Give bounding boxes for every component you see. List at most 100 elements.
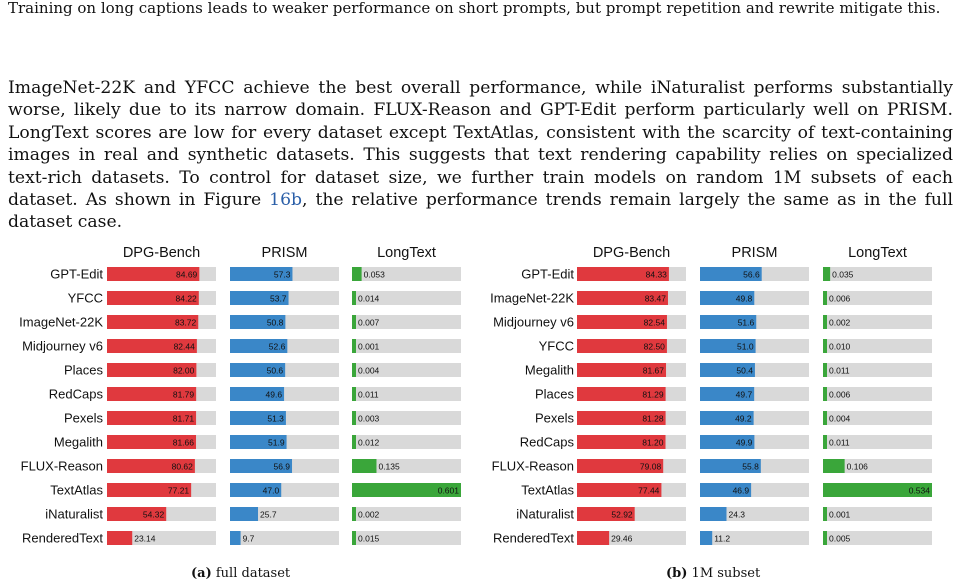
value-label: 0.106 [847, 462, 869, 472]
bar-track [352, 435, 461, 449]
category-label: GPT-Edit [50, 267, 103, 282]
value-label: 0.012 [358, 438, 380, 448]
bar-track [823, 363, 932, 377]
value-label: 80.62 [172, 462, 194, 472]
bar-track [352, 411, 461, 425]
bar [352, 435, 356, 449]
value-label: 0.007 [358, 318, 380, 328]
value-label: 77.21 [168, 486, 190, 496]
category-label: TextAtlas [50, 483, 103, 498]
category-label: FLUX-Reason [21, 459, 103, 474]
column-header: LongText [848, 245, 907, 261]
category-label: RenderedText [22, 531, 103, 546]
bar [230, 483, 282, 497]
bar [352, 387, 356, 401]
value-label: 57.3 [274, 270, 291, 280]
value-label: 0.004 [358, 366, 380, 376]
bar-track [823, 267, 932, 281]
value-label: 23.14 [134, 534, 156, 544]
value-label: 50.6 [267, 366, 284, 376]
bar [700, 291, 755, 305]
bar [352, 267, 362, 281]
bar [700, 315, 757, 329]
bar [700, 459, 761, 473]
value-label: 84.22 [176, 294, 198, 304]
value-label: 49.6 [266, 390, 283, 400]
bar [700, 363, 755, 377]
bar-track [230, 531, 339, 545]
value-label: 0.011 [358, 390, 379, 400]
value-label: 29.46 [611, 534, 633, 544]
bar [107, 531, 133, 545]
category-label: YFCC [539, 339, 574, 354]
category-label: RedCaps [520, 435, 575, 450]
value-label: 81.20 [642, 438, 664, 448]
category-label: Places [535, 387, 575, 402]
value-label: 0.010 [829, 342, 851, 352]
value-label: 49.8 [736, 294, 753, 304]
bar-track [823, 507, 932, 521]
value-label: 81.29 [642, 390, 664, 400]
value-label: 0.005 [829, 534, 851, 544]
bar [823, 459, 845, 473]
bar [230, 267, 293, 281]
column-header: PRISM [732, 245, 778, 261]
bar-track [352, 315, 461, 329]
value-label: 83.47 [645, 294, 667, 304]
bar [577, 531, 610, 545]
bar [823, 339, 827, 353]
bar [107, 411, 197, 425]
bar-track [352, 459, 461, 473]
panel-label: (a) [191, 566, 212, 581]
bar-track [823, 339, 932, 353]
column-header: DPG-Bench [593, 245, 670, 261]
value-label: 0.004 [829, 414, 851, 424]
category-label: TextAtlas [521, 483, 574, 498]
bar [700, 531, 713, 545]
value-label: 84.33 [646, 270, 668, 280]
value-label: 0.534 [909, 486, 931, 496]
bar [577, 507, 635, 521]
value-label: 9.7 [243, 534, 255, 544]
value-label: 0.001 [358, 342, 380, 352]
bar-track [823, 411, 932, 425]
category-label: Midjourney v6 [493, 315, 574, 330]
value-label: 49.7 [736, 390, 753, 400]
value-label: 24.3 [728, 510, 745, 520]
bar [107, 363, 197, 377]
category-label: Midjourney v6 [22, 339, 103, 354]
value-label: 52.92 [611, 510, 633, 520]
bar [577, 267, 669, 281]
bar [700, 483, 752, 497]
value-label: 0.601 [438, 486, 460, 496]
bar [352, 339, 356, 353]
bar-track [352, 531, 461, 545]
bar-track [352, 267, 461, 281]
bar [230, 387, 285, 401]
bar [352, 507, 356, 521]
value-label: 81.28 [642, 414, 664, 424]
column-header: DPG-Bench [123, 245, 200, 261]
value-label: 82.44 [174, 342, 196, 352]
bar [107, 267, 200, 281]
value-label: 0.001 [829, 510, 851, 520]
bar [700, 387, 755, 401]
bar [352, 531, 356, 545]
figure-reference-link[interactable]: 16b [269, 190, 303, 211]
bar [230, 411, 286, 425]
value-label: 0.014 [358, 294, 380, 304]
bar-track [700, 531, 809, 545]
bar [107, 459, 195, 473]
value-label: 77.44 [638, 486, 660, 496]
bar [230, 339, 288, 353]
value-label: 47.0 [263, 486, 280, 496]
value-label: 79.08 [640, 462, 662, 472]
bar [823, 507, 827, 521]
bar-track [352, 339, 461, 353]
bar [823, 387, 827, 401]
value-label: 53.7 [270, 294, 287, 304]
bar [230, 363, 286, 377]
bar [352, 483, 461, 497]
value-label: 51.6 [738, 318, 755, 328]
bar [577, 339, 667, 353]
